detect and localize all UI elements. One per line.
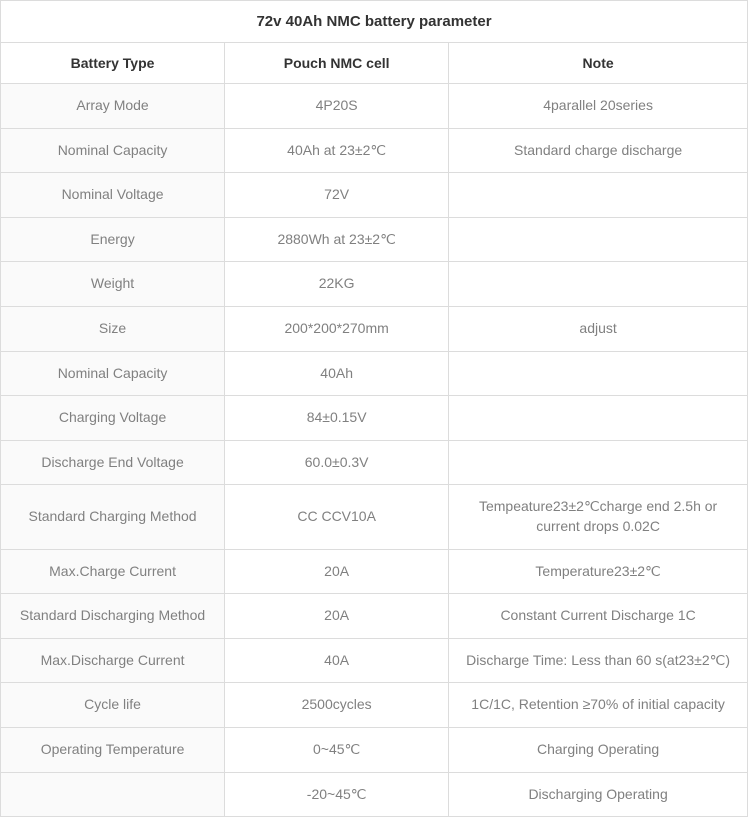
param-note	[449, 440, 748, 485]
table-row: Nominal Capacity 40Ah at 23±2℃ Standard …	[1, 128, 748, 173]
param-note	[449, 173, 748, 218]
param-note: Temperature23±2℃	[449, 549, 748, 594]
table-row: Charging Voltage 84±0.15V	[1, 396, 748, 441]
table-row: Max.Charge Current 20A Temperature23±2℃	[1, 549, 748, 594]
param-name: Cycle life	[1, 683, 225, 728]
param-name	[1, 772, 225, 817]
param-name: Nominal Voltage	[1, 173, 225, 218]
param-note: Standard charge discharge	[449, 128, 748, 173]
table-title-row: 72v 40Ah NMC battery parameter	[1, 1, 748, 43]
table-row: Nominal Capacity 40Ah	[1, 351, 748, 396]
param-value: 0~45℃	[225, 727, 449, 772]
table-body: Array Mode 4P20S 4parallel 20series Nomi…	[1, 84, 748, 817]
param-name: Max.Discharge Current	[1, 638, 225, 683]
param-note: Discharging Operating	[449, 772, 748, 817]
param-value: 2880Wh at 23±2℃	[225, 217, 449, 262]
table-row: Nominal Voltage 72V	[1, 173, 748, 218]
param-note	[449, 351, 748, 396]
table-row: Standard Charging Method CC CCV10A Tempe…	[1, 485, 748, 549]
table-row: -20~45℃ Discharging Operating	[1, 772, 748, 817]
header-battery-type: Battery Type	[1, 43, 225, 84]
param-value: 60.0±0.3V	[225, 440, 449, 485]
header-pouch-nmc-cell: Pouch NMC cell	[225, 43, 449, 84]
param-name: Charging Voltage	[1, 396, 225, 441]
param-value: 20A	[225, 594, 449, 639]
param-value: 4P20S	[225, 84, 449, 129]
table-title: 72v 40Ah NMC battery parameter	[1, 1, 748, 43]
table-header-row: Battery Type Pouch NMC cell Note	[1, 43, 748, 84]
param-name: Standard Discharging Method	[1, 594, 225, 639]
param-value: 200*200*270mm	[225, 306, 449, 351]
param-note: Charging Operating	[449, 727, 748, 772]
table-row: Size 200*200*270mm adjust	[1, 306, 748, 351]
param-value: -20~45℃	[225, 772, 449, 817]
param-name: Size	[1, 306, 225, 351]
param-name: Weight	[1, 262, 225, 307]
param-note: Constant Current Discharge 1C	[449, 594, 748, 639]
param-note: Discharge Time: Less than 60 s(at23±2℃)	[449, 638, 748, 683]
table-row: Energy 2880Wh at 23±2℃	[1, 217, 748, 262]
table-row: Max.Discharge Current 40A Discharge Time…	[1, 638, 748, 683]
param-note: 4parallel 20series	[449, 84, 748, 129]
param-name: Standard Charging Method	[1, 485, 225, 549]
param-name: Nominal Capacity	[1, 351, 225, 396]
param-value: 20A	[225, 549, 449, 594]
param-name: Operating Temperature	[1, 727, 225, 772]
table-row: Operating Temperature 0~45℃ Charging Ope…	[1, 727, 748, 772]
table-row: Cycle life 2500cycles 1C/1C, Retention ≥…	[1, 683, 748, 728]
table-row: Discharge End Voltage 60.0±0.3V	[1, 440, 748, 485]
param-note: 1C/1C, Retention ≥70% of initial capacit…	[449, 683, 748, 728]
param-name: Energy	[1, 217, 225, 262]
param-value: 22KG	[225, 262, 449, 307]
param-value: 72V	[225, 173, 449, 218]
table-row: Standard Discharging Method 20A Constant…	[1, 594, 748, 639]
param-note	[449, 217, 748, 262]
param-note: Tempeature23±2℃charge end 2.5h or curren…	[449, 485, 748, 549]
param-name: Array Mode	[1, 84, 225, 129]
table-row: Array Mode 4P20S 4parallel 20series	[1, 84, 748, 129]
param-value: 40A	[225, 638, 449, 683]
param-value: 40Ah	[225, 351, 449, 396]
param-value: 84±0.15V	[225, 396, 449, 441]
param-name: Nominal Capacity	[1, 128, 225, 173]
battery-parameter-table: 72v 40Ah NMC battery parameter Battery T…	[0, 0, 748, 817]
param-value: 40Ah at 23±2℃	[225, 128, 449, 173]
param-note	[449, 262, 748, 307]
param-name: Discharge End Voltage	[1, 440, 225, 485]
param-note	[449, 396, 748, 441]
param-note: adjust	[449, 306, 748, 351]
param-value: 2500cycles	[225, 683, 449, 728]
table-row: Weight 22KG	[1, 262, 748, 307]
param-value: CC CCV10A	[225, 485, 449, 549]
param-name: Max.Charge Current	[1, 549, 225, 594]
header-note: Note	[449, 43, 748, 84]
